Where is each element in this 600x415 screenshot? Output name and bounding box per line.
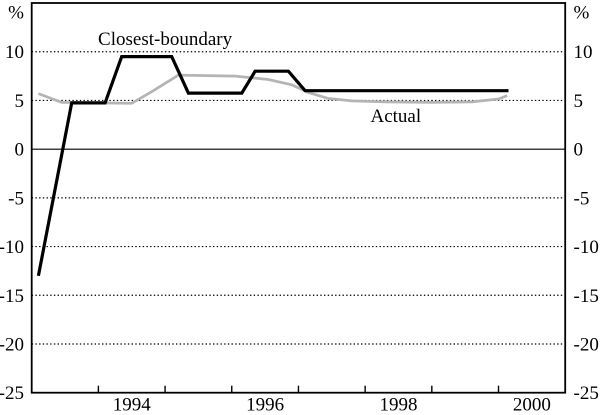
y-tick-label-left: 0: [15, 140, 25, 161]
y-tick-label-right: 0: [574, 140, 584, 161]
series-line-actual: [37, 73, 508, 105]
x-tick-label: 1998: [379, 395, 417, 415]
y-tick-label-right: -15: [574, 286, 599, 307]
series-label-actual: Actual: [370, 106, 421, 127]
x-tick-label: 2000: [513, 395, 551, 415]
series-line-closest-boundary: [36, 54, 509, 277]
gridlines-layer: [31, 51, 566, 345]
y-tick-label-right: -20: [574, 334, 599, 355]
y-tick-label-right: -5: [574, 188, 590, 209]
y-tick-label-left: 5: [15, 91, 25, 112]
y-tick-label-left: -20: [0, 334, 24, 355]
y-axis-unit-label-right: %: [574, 3, 590, 24]
tick-labels-layer: 10 10 5 5 0 0 -5 -5 -10 -10 -15 -15 -20 -20 -25 -25 1994…: [0, 42, 599, 415]
series-label-closest-boundary: Closest-boundary: [98, 29, 233, 50]
x-tick-label: 1994: [113, 395, 152, 415]
y-tick-label-left: -10: [0, 237, 24, 258]
y-tick-label-right: 5: [574, 91, 584, 112]
y-tick-label-left: -15: [0, 286, 24, 307]
y-tick-label-right: 10: [574, 42, 593, 63]
y-tick-label-right: -10: [574, 237, 599, 258]
y-tick-label-left: 10: [5, 42, 24, 63]
axis-frame-layer: [30, 2, 567, 394]
y-tick-label-left: -5: [8, 188, 24, 209]
x-tick-label: 1996: [246, 395, 284, 415]
series-layer: [36, 54, 509, 277]
y-tick-label-left: -25: [0, 383, 24, 404]
y-tick-label-right: -25: [574, 383, 599, 404]
y-axis-unit-label-left: %: [8, 3, 24, 24]
